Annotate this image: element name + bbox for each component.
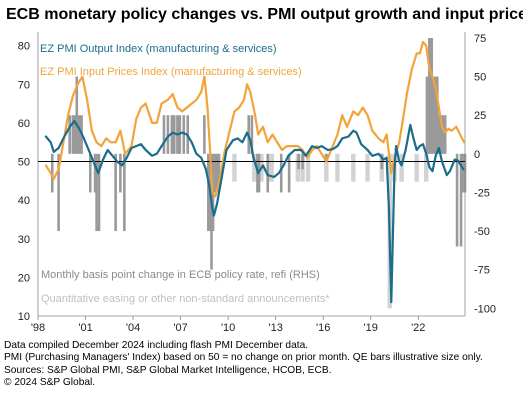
y-left-tick-1: 20 — [18, 272, 30, 284]
rate-bar-13 — [119, 153, 122, 193]
series-line-output — [44, 119, 465, 304]
rate-bar-51 — [443, 115, 447, 154]
rate-bar-36 — [279, 153, 283, 193]
x-tick-1: '01 — [78, 322, 92, 334]
rate-bar-8 — [88, 153, 92, 193]
lines-layer — [44, 40, 466, 304]
qe-bar-19 — [414, 153, 419, 182]
chart-plot: 10 20 30 40 50 60 70 80 -100 -75 -50 -25 0 25 50 75 '98 '… — [18, 32, 496, 334]
rate-bar-21 — [182, 115, 186, 154]
x-tick-4: '10 — [221, 322, 235, 334]
legend-output: EZ PMI Output Index (manufacturing & ser… — [40, 43, 277, 55]
rate-bar-12 — [114, 153, 117, 232]
rate-bar-32 — [250, 115, 254, 154]
rate-bar-0 — [50, 153, 54, 193]
note-sources: Sources: S&P Global PMI, S&P Global Mark… — [4, 364, 332, 376]
qe-bar-14 — [365, 153, 370, 182]
y-right-tick-0: -100 — [474, 303, 496, 315]
rate-bar-37 — [287, 153, 291, 193]
x-tick-5: '13 — [268, 322, 282, 334]
axis-layer: 10 20 30 40 50 60 70 80 -100 -75 -50 -25 0 25 50 75 '98 '… — [18, 32, 496, 334]
rate-bar-3 — [71, 115, 75, 154]
rate-bar-4 — [73, 115, 76, 154]
rate-bar-40 — [325, 153, 328, 162]
rate-bar-54 — [461, 153, 464, 193]
qe-bar-2 — [232, 153, 237, 182]
rate-bar-48 — [438, 115, 441, 154]
rate-bar-10 — [95, 153, 98, 232]
qe-bar-13 — [351, 153, 356, 182]
rate-bar-26 — [210, 153, 213, 270]
y-left-tick-7: 80 — [18, 41, 30, 53]
y-right-tick-3: -25 — [474, 187, 490, 199]
x-tick-8: '22 — [411, 322, 425, 334]
rate-bar-30 — [217, 153, 220, 193]
legend-layer: EZ PMI Output Index (manufacturing & ser… — [40, 43, 330, 305]
rate-bar-5 — [75, 76, 79, 154]
y-right-tick-7: 75 — [474, 33, 486, 45]
y-right-tick-5: 25 — [474, 110, 486, 122]
legend-rate: Monthly basis point change in ECB policy… — [41, 269, 320, 281]
rate-bar-45 — [432, 76, 435, 154]
y-left-tick-5: 60 — [18, 118, 30, 130]
note-copyright: © 2024 S&P Global. — [4, 376, 96, 388]
x-tick-2: '04 — [126, 322, 140, 334]
rate-bar-50 — [441, 115, 445, 154]
rate-bar-42 — [425, 76, 429, 154]
rate-bar-2 — [68, 115, 71, 154]
legend-input: EZ PMI Input Prices Index (manufacturing… — [40, 66, 302, 78]
qe-bar-18 — [399, 153, 404, 182]
qe-bar-6 — [267, 153, 272, 182]
qe-bar-20 — [423, 153, 429, 182]
rate-bar-14 — [123, 153, 126, 232]
rate-bar-44 — [430, 38, 434, 154]
y-left-tick-2: 30 — [18, 234, 30, 246]
x-tick-7: '19 — [364, 322, 378, 334]
rate-bar-29 — [215, 153, 219, 193]
qe-bar-10 — [305, 153, 311, 182]
rate-bar-53 — [459, 153, 463, 247]
x-tick-3: '07 — [173, 322, 187, 334]
y-left-tick-4: 50 — [18, 157, 30, 169]
qe-bar-11 — [324, 153, 329, 182]
rate-bar-52 — [455, 153, 459, 247]
rate-bar-43 — [428, 38, 431, 154]
qe-bar-7 — [269, 153, 274, 182]
y-right-tick-1: -75 — [474, 265, 490, 277]
rate-bar-47 — [435, 76, 439, 154]
rate-bar-18 — [172, 115, 176, 154]
note-compiled: Data compiled December 2024 including fl… — [4, 340, 309, 351]
rate-bar-11 — [97, 153, 101, 232]
y-right-tick-6: 50 — [474, 72, 486, 84]
rate-bar-16 — [166, 115, 170, 154]
x-tick-0: '98 — [31, 322, 45, 334]
y-left-tick-6: 70 — [18, 79, 30, 91]
note-pmi: PMI (Purchasing Managers' Index) based o… — [4, 352, 483, 364]
y-right-tick-2: -50 — [474, 226, 490, 238]
chart-notes: Data compiled December 2024 including fl… — [4, 340, 483, 389]
qe-bar-12 — [335, 153, 340, 182]
rate-bar-9 — [93, 153, 97, 193]
rate-bar-24 — [207, 153, 210, 232]
y-right-tick-4: 0 — [474, 149, 480, 161]
rate-bar-23 — [203, 115, 206, 154]
chart-title: ECB monetary policy changes vs. PMI outp… — [6, 6, 523, 23]
rate-bar-49 — [439, 115, 443, 154]
series-line-input — [44, 40, 466, 198]
x-tick-6: '16 — [316, 322, 330, 334]
rate-bar-15 — [162, 115, 166, 154]
qe-bar-3 — [252, 153, 257, 182]
rate-bar-6 — [77, 115, 81, 154]
y-left-tick-3: 40 — [18, 195, 30, 207]
rate-bar-1 — [57, 153, 60, 232]
rate-bar-28 — [214, 153, 217, 193]
y-left-tick-0: 10 — [18, 311, 30, 323]
rate-bar-46 — [434, 76, 437, 154]
legend-qe: Quantitative easing or other non-standar… — [41, 293, 330, 305]
